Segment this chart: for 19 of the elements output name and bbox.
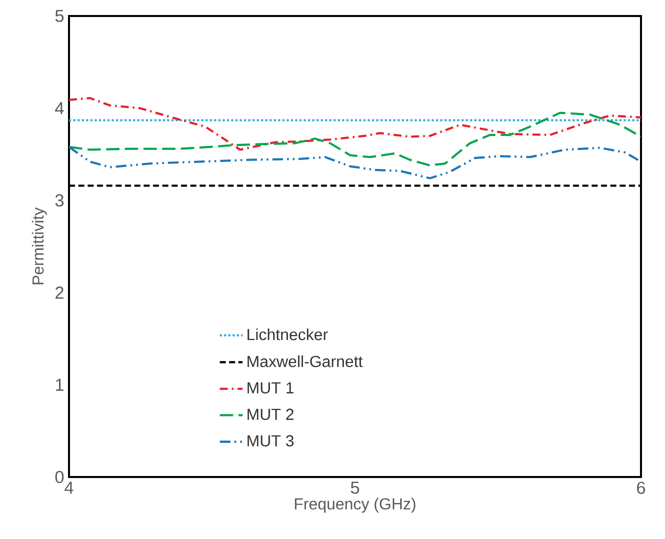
y-tick-label: 4 [55,102,64,114]
y-axis-title: Permittivity [32,207,47,284]
legend-label: Maxwell-Garnett [248,355,363,368]
line-series [69,112,641,166]
y-tick-label: 3 [55,194,64,207]
y-tick-label: 2 [56,286,64,299]
y-tick-label: 0 [55,470,64,484]
x-tick-label: 5 [350,482,360,494]
legend-label: MUT 3 [248,435,294,446]
legend-label: MUT 2 [248,408,294,420]
y-tick-label: 1 [56,378,64,391]
x-axis-title: Frequency (GHz) [294,498,416,513]
legend-label: Lichtnecker [248,328,328,340]
y-tick-label: 5 [55,10,64,22]
line-series [69,146,641,180]
x-tick-label: 4 [64,482,74,494]
line-series [69,96,641,151]
x-tick-label: 6 [637,482,646,494]
legend-label: MUT 1 [248,382,294,394]
